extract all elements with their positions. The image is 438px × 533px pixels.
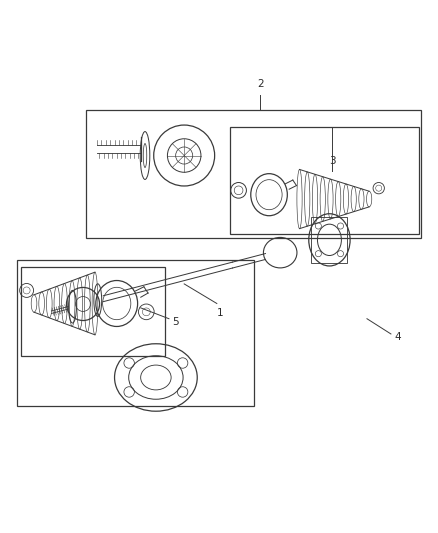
Bar bbox=[311, 217, 347, 263]
Bar bbox=[21, 266, 165, 356]
Bar bbox=[230, 127, 419, 234]
Bar bbox=[86, 110, 421, 238]
Text: 5: 5 bbox=[173, 317, 179, 327]
Text: 3: 3 bbox=[329, 156, 336, 166]
Bar bbox=[17, 260, 254, 406]
Text: 4: 4 bbox=[394, 333, 401, 342]
Text: 2: 2 bbox=[257, 79, 264, 90]
Text: 1: 1 bbox=[217, 308, 224, 318]
